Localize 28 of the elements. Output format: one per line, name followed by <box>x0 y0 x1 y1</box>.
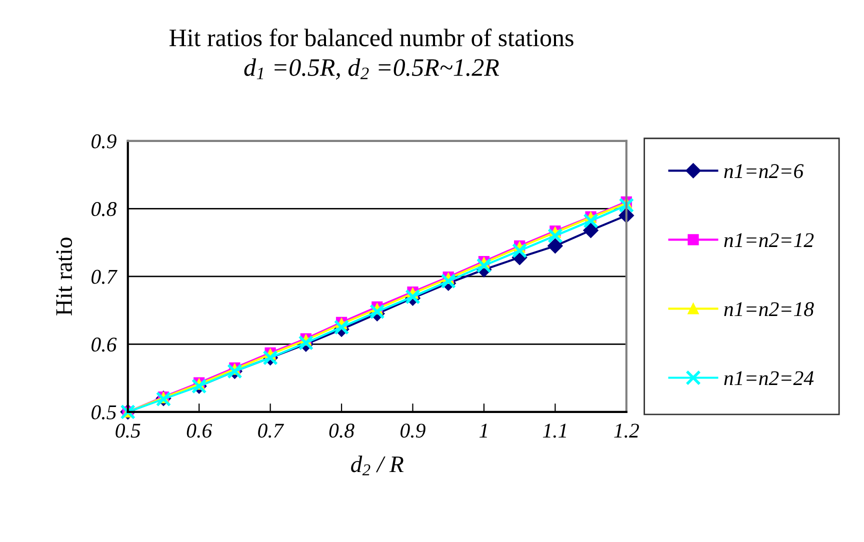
legend-label: n1=n2=6 <box>724 164 804 178</box>
y-tick-label: 0.5 <box>92 405 116 420</box>
x-tick-label: 1.2 <box>614 424 639 438</box>
point <box>618 198 634 213</box>
point <box>548 238 563 254</box>
y-axis-title: Hit ratio <box>56 238 72 316</box>
x-tick-label: 1.1 <box>542 424 566 438</box>
chart-subtitle: d$_{1}$ =0.5R, d$_{2}$ =0.5R~1.2R <box>244 58 499 80</box>
x-tick-label: 0.8 <box>329 424 354 438</box>
point <box>476 258 492 274</box>
y-tick-label: 0.6 <box>92 338 117 352</box>
point <box>548 228 563 244</box>
y-tick-label: 0.9 <box>92 134 116 148</box>
x-tick-label: 1 <box>479 424 487 438</box>
legend-label: n1=n2=18 <box>724 302 814 316</box>
legend-label: n1=n2=24 <box>724 371 814 386</box>
point <box>583 222 598 238</box>
x-tick-label: 0.6 <box>186 424 212 438</box>
x-tick-label: 0.9 <box>400 424 426 438</box>
y-tick-label: 0.8 <box>92 202 117 216</box>
point <box>512 243 528 258</box>
point <box>583 213 598 229</box>
x-axis-title: d$_{2}$ / R <box>351 456 404 476</box>
legend-label: n1=n2=12 <box>724 233 814 247</box>
chart-title: Hit ratios for balanced numbr of stations <box>170 28 574 46</box>
x-tick-label: 0.5 <box>116 424 140 438</box>
x-tick-label: 0.7 <box>258 424 284 438</box>
y-tick-label: 0.7 <box>92 270 118 284</box>
